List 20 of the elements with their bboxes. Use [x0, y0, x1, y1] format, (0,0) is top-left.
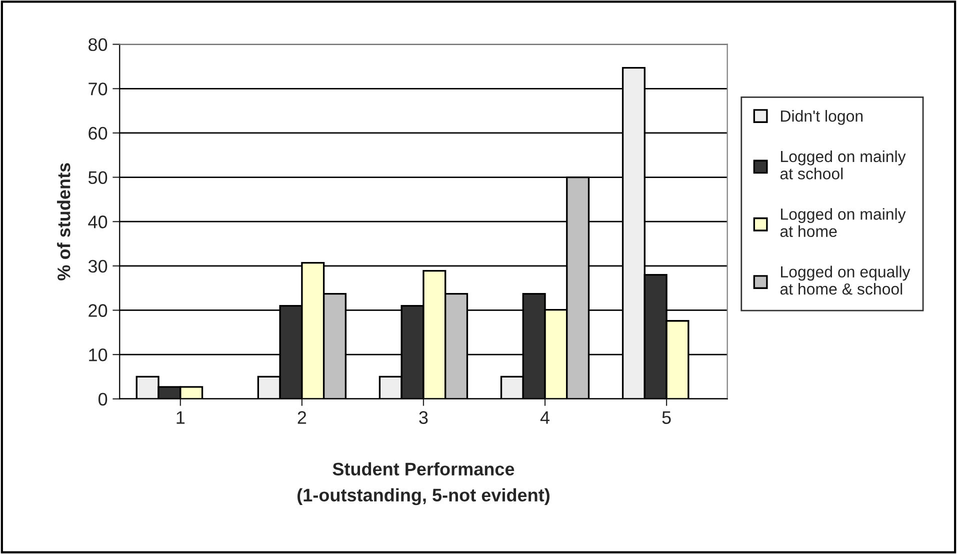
x-tick-label: 4: [540, 411, 550, 424]
legend-label: Logged on mainly at home: [780, 208, 906, 238]
y-tick-label: 70: [88, 82, 108, 96]
y-tick-label: 60: [88, 126, 108, 140]
y-tick-label: 20: [88, 304, 108, 317]
y-tick-label: 40: [88, 216, 108, 228]
x-tick-label: 1: [176, 411, 185, 424]
legend-label: Didn't logon: [781, 110, 863, 125]
y-tick-label: 10: [89, 348, 108, 362]
y-tick-label: 30: [88, 260, 108, 273]
y-tick-label: 0: [98, 392, 108, 406]
x-tick-label: 3: [419, 411, 428, 424]
y-tick-label: 50: [88, 171, 108, 184]
y-tick-label: 80: [88, 38, 108, 52]
x-tick-label: 2: [298, 411, 306, 424]
x-axis-title: Student Performance (1-outstanding, 5-not evident): [298, 462, 550, 506]
x-tick-label: 5: [662, 411, 671, 424]
legend-label: Logged on mainly at school: [780, 150, 906, 180]
legend-label: Logged on equally at home & school: [780, 266, 910, 295]
y-axis-title: % of students: [57, 163, 70, 280]
